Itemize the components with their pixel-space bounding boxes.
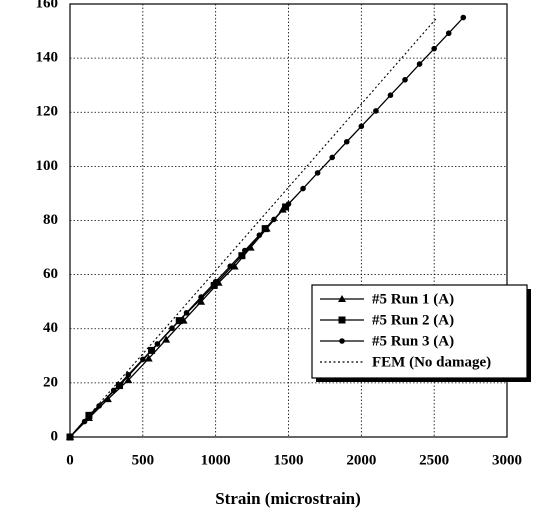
marker bbox=[197, 297, 206, 305]
marker bbox=[140, 356, 146, 363]
x-tick-label: 1000 bbox=[201, 452, 231, 468]
marker bbox=[116, 382, 124, 390]
legend: #5 Run 1 (A) #5 Run 2 (A) #5 Run 3 (A) FEM … bbox=[311, 284, 531, 382]
y-tick-label: 140 bbox=[36, 50, 59, 66]
y-tick-label: 120 bbox=[36, 104, 59, 120]
marker bbox=[227, 263, 234, 270]
marker bbox=[242, 247, 248, 254]
y-tick-label: 160 bbox=[36, 0, 59, 11]
marker bbox=[124, 376, 133, 384]
marker bbox=[144, 354, 153, 362]
marker bbox=[210, 281, 218, 289]
marker bbox=[198, 294, 204, 300]
marker bbox=[81, 418, 88, 425]
marker bbox=[300, 185, 306, 192]
marker bbox=[373, 108, 379, 114]
y-tick-label: 20 bbox=[43, 374, 58, 390]
marker bbox=[162, 335, 171, 343]
series-line bbox=[69, 17, 438, 438]
x-tick-label: 1500 bbox=[274, 452, 304, 468]
marker bbox=[96, 403, 102, 409]
marker bbox=[338, 316, 346, 324]
marker bbox=[387, 92, 394, 99]
legend-label: FEM (No damage) bbox=[372, 354, 491, 370]
marker bbox=[103, 395, 112, 403]
x-tick-label: 500 bbox=[132, 452, 155, 468]
marker bbox=[338, 295, 346, 302]
marker bbox=[238, 252, 246, 260]
y-tick-label: 40 bbox=[43, 320, 58, 336]
marker bbox=[256, 232, 263, 238]
marker bbox=[339, 338, 345, 344]
marker bbox=[169, 325, 175, 332]
marker bbox=[125, 371, 132, 378]
y-tick-label: 60 bbox=[43, 266, 58, 282]
marker bbox=[445, 30, 452, 37]
plot-frame bbox=[69, 3, 508, 438]
marker bbox=[271, 216, 277, 223]
marker bbox=[285, 201, 292, 207]
marker bbox=[358, 123, 365, 130]
y-tick-label: 0 bbox=[51, 428, 59, 444]
marker bbox=[402, 76, 408, 83]
x-tick-label: 0 bbox=[66, 452, 74, 468]
marker bbox=[314, 170, 321, 176]
marker bbox=[431, 45, 437, 52]
series-line bbox=[69, 17, 464, 438]
marker bbox=[154, 341, 161, 347]
x-tick-label: 2500 bbox=[419, 452, 449, 468]
marker bbox=[460, 14, 467, 21]
marker bbox=[343, 138, 350, 145]
y-tick-label: 80 bbox=[43, 212, 58, 228]
y-tick-label: 100 bbox=[36, 158, 59, 174]
marker bbox=[212, 278, 219, 285]
x-axis-label: Strain (microstrain) bbox=[215, 489, 361, 508]
legend-label: #5 Run 3 (A) bbox=[372, 333, 454, 349]
legend-label: #5 Run 1 (A) bbox=[372, 291, 454, 307]
marker bbox=[230, 262, 239, 270]
marker bbox=[329, 154, 336, 161]
marker bbox=[416, 61, 423, 67]
legend-label: #5 Run 2 (A) bbox=[372, 312, 454, 328]
marker bbox=[183, 309, 190, 316]
x-tick-label: 2000 bbox=[346, 452, 376, 468]
x-tick-label: 3000 bbox=[492, 452, 522, 468]
